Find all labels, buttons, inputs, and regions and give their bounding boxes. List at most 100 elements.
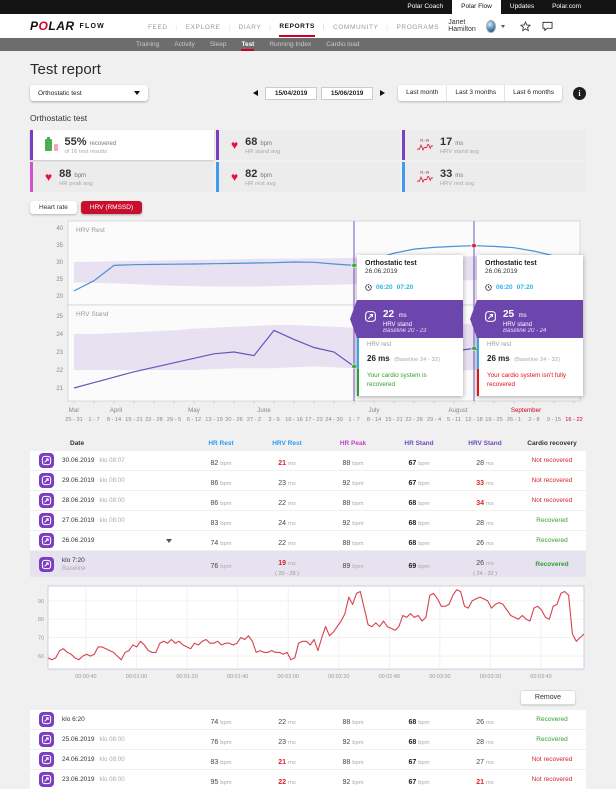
preset-last-3-months[interactable]: Last 3 months bbox=[447, 85, 506, 101]
table-row[interactable]: klo 6:20 74 bpm 22 ms 88 bpm 68 bpm 26 ms Recovered bbox=[30, 710, 586, 729]
cardio-recovery-status: Recovered bbox=[535, 560, 569, 568]
svg-text:HRV Rest: HRV Rest bbox=[76, 227, 105, 234]
orthostatic-trend-chart[interactable]: 40 35 30 25 20 HRV Rest 25 24 23 22 21 HRV Stand 25 … bbox=[30, 219, 586, 432]
summary-card-hrv-stand-avg: R-R 17 ms HRV stand avg bbox=[402, 130, 586, 160]
subnav-item-running-index[interactable]: Running Index bbox=[269, 41, 312, 48]
subnav-item-training[interactable]: Training bbox=[136, 41, 160, 48]
recovery-message: Your cardio system is recovered bbox=[357, 369, 463, 396]
subnav-item-sleep[interactable]: Sleep bbox=[209, 41, 227, 48]
test-time-link[interactable]: 07:20 bbox=[396, 283, 414, 291]
date-cell: 27.06.2019 klo 08:00 bbox=[30, 511, 188, 530]
remove-button[interactable]: Remove bbox=[519, 690, 576, 705]
svg-text:90: 90 bbox=[38, 599, 44, 605]
svg-text:25: 25 bbox=[56, 314, 63, 320]
date-cell: 26.06.2019 bbox=[30, 531, 188, 550]
svg-text:25 - 31: 25 - 31 bbox=[65, 417, 82, 423]
nav-item-programs[interactable]: PROGRAMS bbox=[396, 23, 440, 31]
test-time-link[interactable]: 06:20 bbox=[496, 283, 513, 291]
table-row[interactable]: klo 7:20 Baseline 76 bpm 19 ms( 20 - 28 ) 89 bp… bbox=[30, 551, 586, 577]
rr-chart-svg: 90 80 70 60 00:00:40 00:01:00 00:01:20 00:01:40… bbox=[38, 585, 585, 680]
polar-logo[interactable]: POLAR bbox=[30, 19, 75, 33]
svg-text:20 - 26: 20 - 26 bbox=[225, 417, 242, 423]
test-results-table-2: klo 6:20 74 bpm 22 ms 88 bpm 68 bpm 26 ms Recovered… bbox=[30, 710, 586, 789]
value-cell: 88 bpm bbox=[342, 718, 364, 726]
summary-card-hrv-rest-avg: R-R 33 ms HRV rest avg bbox=[402, 162, 586, 192]
cardio-recovery-status: Not recovered bbox=[531, 457, 573, 464]
user-name[interactable]: Janet Hamilton bbox=[448, 19, 476, 33]
start-date-input[interactable]: 15/04/2019 bbox=[265, 86, 318, 100]
value-cell: 82 bpm bbox=[210, 459, 232, 467]
end-date-input[interactable]: 15/06/2019 bbox=[321, 86, 374, 100]
value-cell: 83 bpm bbox=[210, 519, 232, 527]
date-range-controls: 15/04/2019 15/06/2019 Last month Last 3 … bbox=[250, 85, 586, 101]
topbar-link-updates[interactable]: Updates bbox=[509, 3, 535, 10]
toggle-heart-rate[interactable]: Heart rate bbox=[30, 201, 77, 214]
value-cell: 21 ms bbox=[278, 459, 296, 467]
value-cell: 33 ms bbox=[476, 479, 494, 487]
user-area: Janet Hamilton bbox=[448, 19, 586, 33]
value-cell: 68 bpm bbox=[408, 519, 430, 527]
nav-item-diary[interactable]: DIARY bbox=[239, 17, 271, 36]
value-cell: 26 ms( 24 - 32 ) bbox=[473, 559, 497, 577]
table-row[interactable]: 30.06.2019 klo 08:07 82 bpm 21 ms 88 bpm 67 bpm 28… bbox=[30, 451, 586, 470]
subnav-item-activity[interactable]: Activity bbox=[174, 41, 195, 48]
rr-test-chart[interactable]: 90 80 70 60 00:00:40 00:01:00 00:01:20 00:01:40… bbox=[30, 583, 586, 686]
nav-item-reports[interactable]: REPORTS bbox=[279, 16, 325, 37]
heart-icon: ♥ bbox=[231, 170, 239, 184]
value-cell: 26 ms bbox=[476, 539, 494, 547]
table-row[interactable]: 25.06.2019 klo 08:00 76 bpm 23 ms 92 bpm 68 bpm 28… bbox=[30, 730, 586, 749]
info-icon[interactable] bbox=[573, 86, 586, 100]
svg-text:8 - 14: 8 - 14 bbox=[107, 417, 121, 423]
value-cell: 24 ms bbox=[278, 519, 296, 527]
value-cell: 67 bpm bbox=[408, 479, 430, 487]
table-row[interactable]: 28.06.2019 klo 08:00 86 bpm 22 ms 88 bpm 68 bpm 34… bbox=[30, 491, 586, 510]
test-time-link[interactable]: 07:20 bbox=[516, 283, 534, 291]
orthostatic-test-icon bbox=[39, 556, 54, 572]
value-cell: 92 bpm bbox=[342, 738, 364, 746]
nav-item-community[interactable]: COMMUNITY bbox=[333, 17, 389, 36]
report-type-select[interactable]: Orthostatic test bbox=[30, 85, 148, 101]
svg-text:60: 60 bbox=[38, 654, 44, 660]
column-header: HRV Stand bbox=[468, 439, 502, 447]
chevron-down-icon[interactable] bbox=[166, 538, 172, 543]
nav-item-explore[interactable]: EXPLORE bbox=[186, 17, 231, 36]
topbar-link-polar-flow[interactable]: Polar Flow bbox=[452, 0, 501, 14]
value-cell: 92 bpm bbox=[342, 519, 364, 527]
table-row[interactable]: 29.06.2019 klo 08:00 86 bpm 23 ms 92 bpm 67 bpm 33… bbox=[30, 471, 586, 490]
table-row[interactable]: 23.06.2019 klo 08:00 95 bpm 22 ms 92 bpm 67 bpm 21… bbox=[30, 770, 586, 789]
value-cell: 83 bpm bbox=[210, 758, 232, 766]
avatar[interactable] bbox=[486, 19, 496, 33]
topbar-link-polar-com[interactable]: Polar.com bbox=[552, 3, 581, 10]
topbar-link-polar-coach[interactable]: Polar Coach bbox=[407, 3, 444, 10]
next-period-button[interactable] bbox=[377, 88, 388, 98]
summary-card-hr-rest-avg: ♥ 82 bpm HR rest avg bbox=[216, 162, 400, 192]
svg-text:35: 35 bbox=[56, 243, 63, 249]
svg-text:1 - 7: 1 - 7 bbox=[88, 417, 99, 423]
svg-text:00:00:40: 00:00:40 bbox=[75, 674, 96, 680]
nav-items: FEED EXPLORE DIARY REPORTS COMMUNITY PRO… bbox=[139, 16, 448, 37]
favorites-star-icon[interactable] bbox=[517, 20, 534, 32]
svg-text:21: 21 bbox=[56, 386, 63, 392]
test-time-link[interactable]: 06:20 bbox=[376, 283, 393, 291]
table-row[interactable]: 27.06.2019 klo 08:00 83 bpm 24 ms 92 bpm 68 bpm 28… bbox=[30, 511, 586, 530]
svg-text:24: 24 bbox=[56, 332, 63, 338]
svg-text:00:03:00: 00:03:00 bbox=[429, 674, 450, 680]
svg-text:00:02:20: 00:02:20 bbox=[328, 674, 349, 680]
nav-item-feed[interactable]: FEED bbox=[148, 17, 177, 36]
preset-last-month[interactable]: Last month bbox=[398, 85, 448, 101]
column-header: HR Peak bbox=[339, 439, 367, 447]
subnav-item-cardio-load[interactable]: Cardio load bbox=[326, 41, 360, 48]
preset-last-6-months[interactable]: Last 6 months bbox=[513, 89, 554, 96]
reports-subnav: Training Activity Sleep Test Running Ind… bbox=[0, 38, 616, 51]
chevron-down-icon[interactable] bbox=[501, 24, 505, 28]
svg-text:00:03:20: 00:03:20 bbox=[480, 674, 501, 680]
table-row[interactable]: 26.06.2019 74 bpm 22 ms 88 bpm 68 bpm 26 ms Recover… bbox=[30, 531, 586, 550]
main-navigation: POLAR FLOW FEED EXPLORE DIARY REPORTS CO… bbox=[0, 14, 616, 38]
heart-icon: ♥ bbox=[45, 170, 53, 184]
svg-text:1 - 7: 1 - 7 bbox=[348, 417, 359, 423]
table-row[interactable]: 24.06.2019 klo 08:00 83 bpm 21 ms 88 bpm 67 bpm 27… bbox=[30, 750, 586, 769]
subnav-item-test[interactable]: Test bbox=[241, 38, 254, 51]
messages-icon[interactable] bbox=[539, 21, 556, 31]
prev-period-button[interactable] bbox=[250, 88, 261, 98]
toggle-hrv-rmssd[interactable]: HRV (RMSSD) bbox=[80, 201, 143, 214]
